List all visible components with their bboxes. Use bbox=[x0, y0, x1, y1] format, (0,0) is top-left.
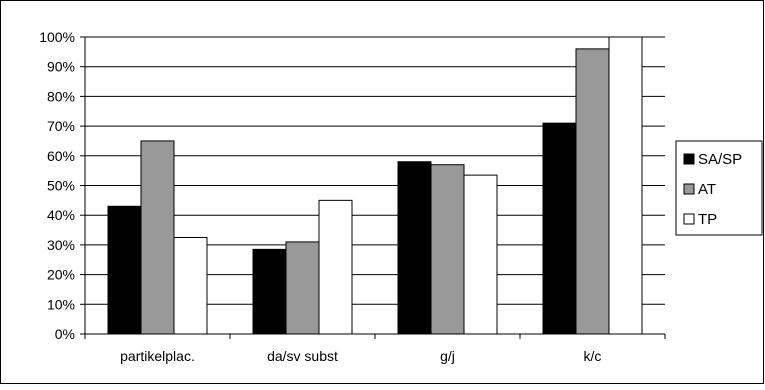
bar-at-4 bbox=[575, 48, 610, 335]
x-tick-label: k/c bbox=[584, 348, 602, 364]
y-tick-label: 40% bbox=[47, 207, 75, 223]
bar-sa-sp-1 bbox=[107, 205, 142, 335]
bar-tp-2 bbox=[318, 199, 353, 335]
axes: 0% 10% 20% 30% 40% 50% 60% 70% 80% 90% 100% partike… bbox=[39, 29, 666, 364]
y-tick-label: 50% bbox=[47, 178, 75, 194]
legend-label: TP bbox=[698, 211, 717, 228]
bar-tp-3 bbox=[463, 174, 498, 335]
x-tick-label: da/sv subst bbox=[267, 348, 338, 364]
y-tick-label: 80% bbox=[47, 88, 75, 104]
legend-label: AT bbox=[698, 181, 716, 198]
x-tick-label: g/j bbox=[440, 348, 455, 364]
bar-tp-4 bbox=[608, 36, 643, 335]
y-tick-label: 0% bbox=[55, 326, 75, 342]
bar-sa-sp-2 bbox=[252, 248, 287, 335]
y-tick-label: 60% bbox=[47, 148, 75, 164]
y-tick-label: 70% bbox=[47, 118, 75, 134]
bar-at-3 bbox=[430, 164, 465, 335]
legend-swatch bbox=[683, 153, 695, 165]
bar-tp-1 bbox=[173, 236, 208, 335]
y-tick-label: 30% bbox=[47, 237, 75, 253]
bar-sa-sp-4 bbox=[542, 122, 577, 335]
y-tick-label: 100% bbox=[39, 29, 75, 45]
legend: SA/SP AT TP bbox=[675, 140, 763, 236]
legend-swatch bbox=[683, 213, 695, 225]
bar-at-1 bbox=[140, 140, 175, 335]
y-tick-label: 10% bbox=[47, 296, 75, 312]
y-tick-label: 20% bbox=[47, 267, 75, 283]
bar-sa-sp-3 bbox=[397, 161, 432, 335]
legend-label: SA/SP bbox=[698, 151, 742, 168]
bar-at-2 bbox=[285, 241, 320, 335]
x-tick-label: partikelplac. bbox=[120, 348, 195, 364]
y-tick-label: 90% bbox=[47, 59, 75, 75]
legend-swatch bbox=[683, 183, 695, 195]
